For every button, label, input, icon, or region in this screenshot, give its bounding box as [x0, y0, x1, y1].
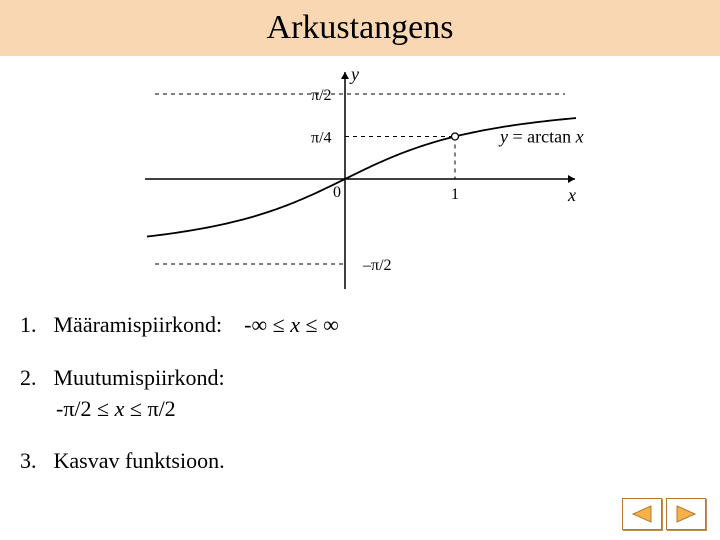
item-label: Kasvav funktsioon.	[54, 448, 225, 473]
svg-text:–π/2: –π/2	[362, 257, 392, 274]
svg-text:π/4: π/4	[311, 130, 332, 147]
item-label: Muutumispiirkond:	[54, 365, 225, 390]
svg-text:x: x	[567, 185, 576, 205]
item-number: 1.	[20, 310, 48, 341]
svg-text:y = arctan x: y = arctan x	[498, 127, 584, 147]
arctan-chart: y π/2 π/4 0 1 –π/2 y = arctan x x	[135, 64, 585, 294]
svg-text:0: 0	[333, 184, 341, 201]
list-item: 3. Kasvav funktsioon.	[20, 446, 700, 477]
item-range: -π/2 ≤ x ≤ π/2	[56, 394, 700, 425]
item-label: Määramispiirkond:	[54, 312, 223, 337]
svg-text:1: 1	[451, 186, 459, 203]
title-bar: Arkustangens	[0, 0, 720, 56]
triangle-right-icon	[675, 505, 697, 523]
triangle-left-icon	[631, 505, 653, 523]
list-item: 1. Määramispiirkond: -∞ ≤ x ≤ ∞	[20, 310, 700, 341]
list-item: 2. Muutumispiirkond: -π/2 ≤ x ≤ π/2	[20, 363, 700, 425]
nav-controls	[622, 498, 706, 530]
svg-text:y: y	[349, 64, 359, 84]
nav-prev-button[interactable]	[622, 498, 662, 530]
item-number: 3.	[20, 446, 48, 477]
svg-text:π/2: π/2	[311, 87, 332, 104]
properties-list: 1. Määramispiirkond: -∞ ≤ x ≤ ∞ 2. Muutu…	[20, 310, 700, 499]
page-title: Arkustangens	[267, 9, 454, 47]
item-number: 2.	[20, 363, 48, 394]
nav-next-button[interactable]	[666, 498, 706, 530]
item-range: -∞ ≤ x ≤ ∞	[244, 312, 339, 337]
